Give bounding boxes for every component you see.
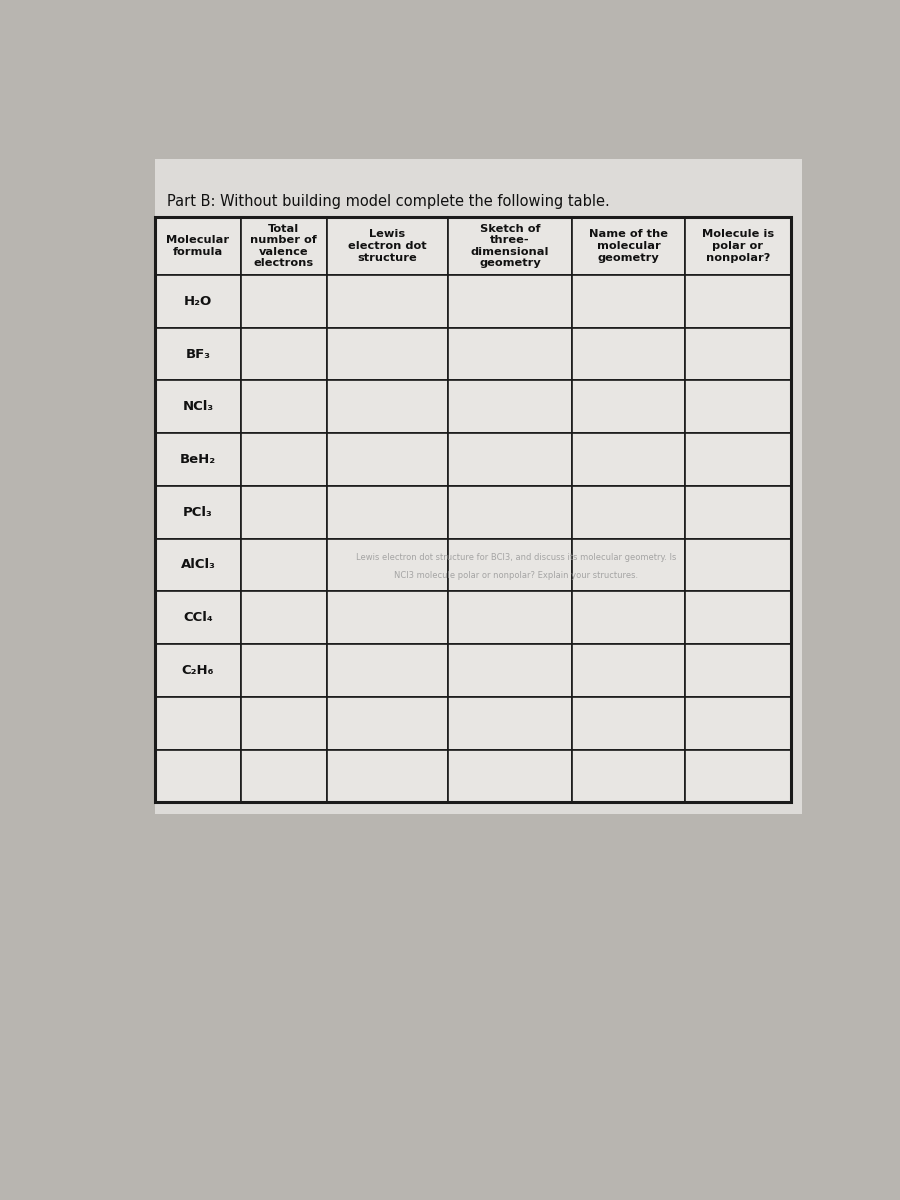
Bar xyxy=(572,539,686,592)
Bar xyxy=(447,328,572,380)
Text: Molecular
formula: Molecular formula xyxy=(166,235,230,257)
Bar xyxy=(327,644,447,697)
Text: NCl3 molecule polar or nonpolar? Explain your structures.: NCl3 molecule polar or nonpolar? Explain… xyxy=(393,571,638,580)
Bar xyxy=(572,592,686,644)
Bar xyxy=(447,217,572,275)
Bar xyxy=(241,644,327,697)
Bar xyxy=(327,592,447,644)
Bar xyxy=(241,217,327,275)
Bar xyxy=(241,433,327,486)
Bar xyxy=(447,644,572,697)
Bar xyxy=(327,486,447,539)
Bar xyxy=(327,380,447,433)
Bar xyxy=(447,275,572,328)
Bar xyxy=(686,539,790,592)
Bar xyxy=(241,592,327,644)
Bar xyxy=(572,328,686,380)
Bar xyxy=(241,486,327,539)
Bar xyxy=(327,275,447,328)
Text: CCl₄: CCl₄ xyxy=(183,611,213,624)
Bar xyxy=(155,380,241,433)
Text: BF₃: BF₃ xyxy=(185,348,211,360)
Bar xyxy=(447,539,572,592)
Text: Name of the
molecular
geometry: Name of the molecular geometry xyxy=(590,229,669,263)
Bar xyxy=(327,697,447,750)
Bar xyxy=(155,539,241,592)
Bar xyxy=(155,592,241,644)
Text: H₂O: H₂O xyxy=(184,295,212,307)
Bar xyxy=(686,217,790,275)
Bar xyxy=(327,433,447,486)
Bar xyxy=(572,486,686,539)
Bar xyxy=(447,486,572,539)
Bar xyxy=(241,697,327,750)
Bar xyxy=(447,592,572,644)
Text: Total
number of
valence
electrons: Total number of valence electrons xyxy=(250,223,317,269)
Bar xyxy=(572,697,686,750)
Bar xyxy=(686,328,790,380)
Bar xyxy=(686,750,790,803)
Bar xyxy=(327,328,447,380)
Bar xyxy=(241,328,327,380)
Text: Lewis
electron dot
structure: Lewis electron dot structure xyxy=(347,229,427,263)
Bar xyxy=(686,697,790,750)
Bar xyxy=(155,486,241,539)
Text: Part B: Without building model complete the following table.: Part B: Without building model complete … xyxy=(166,194,609,209)
Bar xyxy=(686,380,790,433)
Bar xyxy=(447,433,572,486)
Text: BeH₂: BeH₂ xyxy=(180,454,216,466)
Text: Molecule is
polar or
nonpolar?: Molecule is polar or nonpolar? xyxy=(702,229,774,263)
Bar xyxy=(241,380,327,433)
Bar xyxy=(155,433,241,486)
Text: C₂H₆: C₂H₆ xyxy=(182,664,214,677)
Bar xyxy=(241,539,327,592)
Bar xyxy=(447,750,572,803)
Bar xyxy=(155,750,241,803)
Bar xyxy=(241,750,327,803)
Bar xyxy=(686,275,790,328)
Bar xyxy=(686,592,790,644)
Bar xyxy=(327,750,447,803)
Bar xyxy=(155,217,790,803)
Bar xyxy=(327,217,447,275)
Text: PCl₃: PCl₃ xyxy=(183,505,213,518)
Bar xyxy=(155,328,241,380)
Text: AlCl₃: AlCl₃ xyxy=(181,558,215,571)
Bar xyxy=(447,697,572,750)
Bar xyxy=(572,275,686,328)
Text: NCl₃: NCl₃ xyxy=(183,401,213,413)
Bar xyxy=(572,380,686,433)
Bar xyxy=(327,539,447,592)
Bar xyxy=(155,275,241,328)
Text: Lewis electron dot structure for BCl3, and discuss its molecular geometry. Is: Lewis electron dot structure for BCl3, a… xyxy=(356,552,676,562)
Text: Sketch of
three-
dimensional
geometry: Sketch of three- dimensional geometry xyxy=(471,223,549,269)
Bar xyxy=(241,275,327,328)
Bar xyxy=(572,217,686,275)
Bar xyxy=(572,433,686,486)
Bar xyxy=(155,160,802,814)
Bar xyxy=(155,697,241,750)
Bar xyxy=(572,750,686,803)
Bar xyxy=(686,433,790,486)
Bar xyxy=(155,644,241,697)
Bar xyxy=(686,486,790,539)
Bar xyxy=(686,644,790,697)
Bar xyxy=(447,380,572,433)
Bar xyxy=(572,644,686,697)
Bar xyxy=(155,217,241,275)
